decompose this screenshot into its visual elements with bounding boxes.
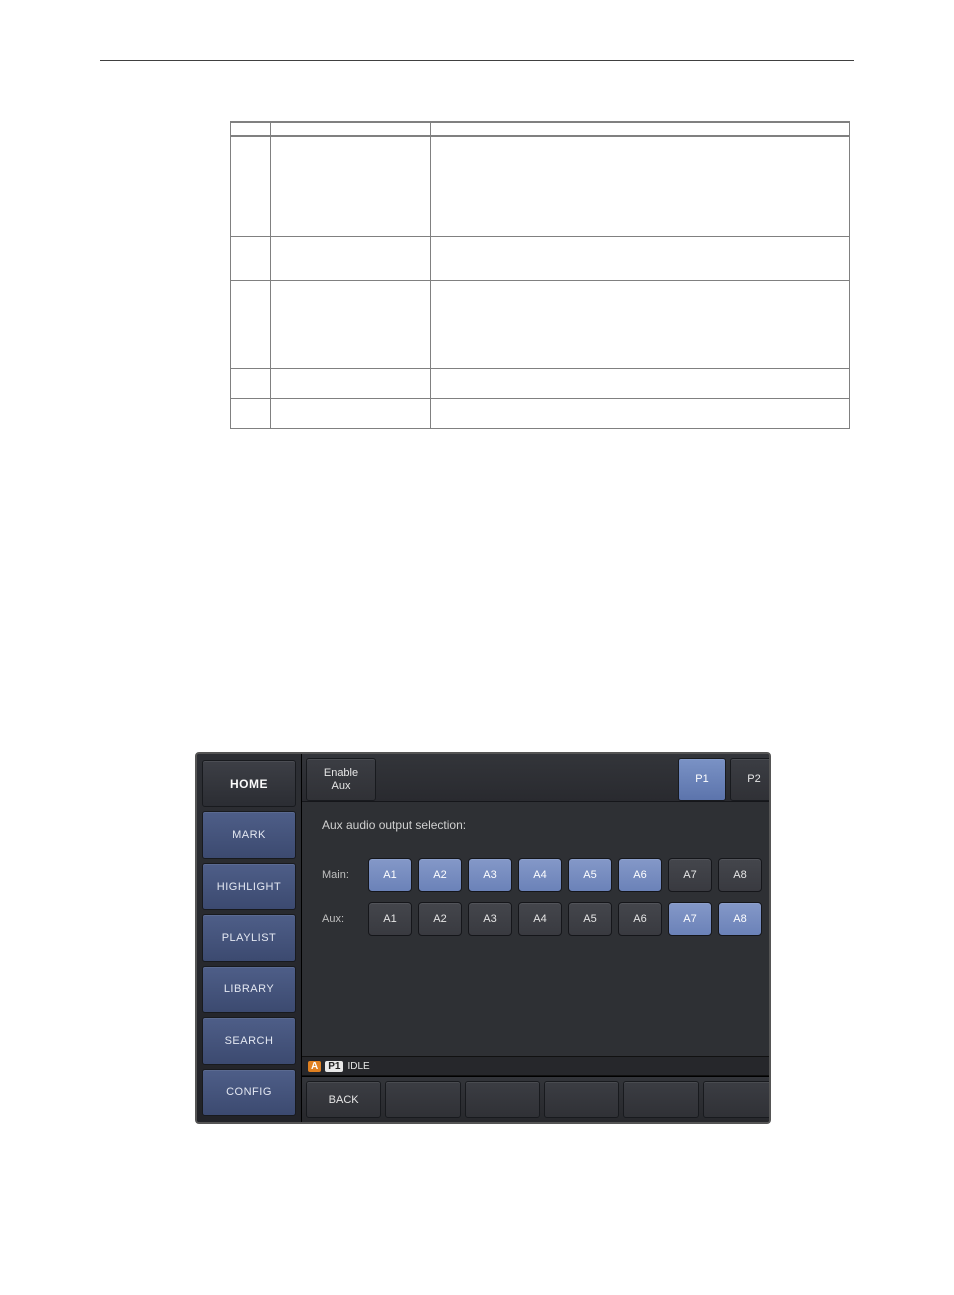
- back-button[interactable]: BACK: [306, 1081, 381, 1118]
- status-line: A P1 IDLE: [302, 1056, 771, 1076]
- channel-a6-button[interactable]: A6: [618, 858, 662, 892]
- page-rule: [100, 60, 854, 61]
- bottombar: BACK: [302, 1076, 771, 1122]
- bottombar-blank-button[interactable]: [544, 1081, 619, 1118]
- main-area: Enable Aux P1 P2 Aux audio output select…: [302, 754, 771, 1122]
- table-row: [231, 136, 850, 236]
- status-chip-p: P1: [325, 1061, 343, 1072]
- topbar: Enable Aux P1 P2: [302, 754, 771, 802]
- table-row: [231, 398, 850, 428]
- cell-name: [271, 398, 431, 428]
- th-desc: [431, 122, 850, 136]
- channel-a4-button[interactable]: A4: [518, 902, 562, 936]
- cell-desc: [431, 368, 850, 398]
- channel-a8-button[interactable]: A8: [718, 858, 762, 892]
- body: Aux audio output selection: Main:A1A2A3A…: [302, 802, 771, 1056]
- cell-step: [231, 136, 271, 236]
- bottombar-blank-button[interactable]: [385, 1081, 460, 1118]
- cell-desc: [431, 136, 850, 236]
- channel-a1-button[interactable]: A1: [368, 902, 412, 936]
- enable-aux-button[interactable]: Enable Aux: [306, 758, 376, 801]
- cell-name: [271, 280, 431, 368]
- channel-a3-button[interactable]: A3: [468, 902, 512, 936]
- player-p1-button[interactable]: P1: [678, 758, 726, 801]
- doc-table: [230, 121, 850, 429]
- cell-step: [231, 368, 271, 398]
- body-title: Aux audio output selection:: [322, 818, 762, 832]
- channel-a5-button[interactable]: A5: [568, 858, 612, 892]
- cell-desc: [431, 236, 850, 280]
- channel-a7-button[interactable]: A7: [668, 902, 712, 936]
- th-step: [231, 122, 271, 136]
- sidebar: HOME MARK HIGHLIGHTPLAYLIST LIBRARYSEARCH C…: [197, 754, 302, 1122]
- topbar-spacer: [380, 758, 674, 801]
- aux-audio-panel: HOME MARK HIGHLIGHTPLAYLIST LIBRARYSEARCH C…: [195, 752, 771, 1124]
- channel-a1-button[interactable]: A1: [368, 858, 412, 892]
- sidebar-item-search[interactable]: SEARCH: [202, 1017, 296, 1064]
- channel-a7-button[interactable]: A7: [668, 858, 712, 892]
- cell-desc: [431, 398, 850, 428]
- status-chip-a: A: [308, 1061, 321, 1072]
- sidebar-item-mark[interactable]: MARK: [202, 811, 296, 858]
- row-label: Aux:: [322, 913, 362, 925]
- cell-step: [231, 398, 271, 428]
- status-state: IDLE: [347, 1061, 369, 1072]
- sidebar-item-library[interactable]: LIBRARY: [202, 966, 296, 1013]
- player-p2-button[interactable]: P2: [730, 758, 771, 801]
- table-row: [231, 368, 850, 398]
- bottombar-blank-button[interactable]: [465, 1081, 540, 1118]
- page: HOME MARK HIGHLIGHTPLAYLIST LIBRARYSEARCH C…: [0, 60, 954, 1295]
- sidebar-item-playlist[interactable]: PLAYLIST: [202, 914, 296, 961]
- channel-a6-button[interactable]: A6: [618, 902, 662, 936]
- table-row: [231, 280, 850, 368]
- channel-a5-button[interactable]: A5: [568, 902, 612, 936]
- cell-name: [271, 236, 431, 280]
- channel-a2-button[interactable]: A2: [418, 858, 462, 892]
- channel-a8-button[interactable]: A8: [718, 902, 762, 936]
- row-label: Main:: [322, 869, 362, 881]
- aux-channel-row: Aux: A1A2A3A4A5A6A7A8: [322, 902, 762, 936]
- channel-a4-button[interactable]: A4: [518, 858, 562, 892]
- sidebar-item-highlight[interactable]: HIGHLIGHT: [202, 863, 296, 910]
- channel-a2-button[interactable]: A2: [418, 902, 462, 936]
- cell-step: [231, 236, 271, 280]
- cell-name: [271, 136, 431, 236]
- cell-name: [271, 368, 431, 398]
- table-row: [231, 236, 850, 280]
- channel-a3-button[interactable]: A3: [468, 858, 512, 892]
- main-channel-row: Main: A1A2A3A4A5A6A7A8: [322, 858, 762, 892]
- th-name: [271, 122, 431, 136]
- cell-step: [231, 280, 271, 368]
- cell-desc: [431, 280, 850, 368]
- sidebar-item-config[interactable]: CONFIG: [202, 1069, 296, 1116]
- sidebar-home[interactable]: HOME: [202, 760, 296, 807]
- bottombar-blank-button[interactable]: [703, 1081, 771, 1118]
- bottombar-blank-button[interactable]: [623, 1081, 698, 1118]
